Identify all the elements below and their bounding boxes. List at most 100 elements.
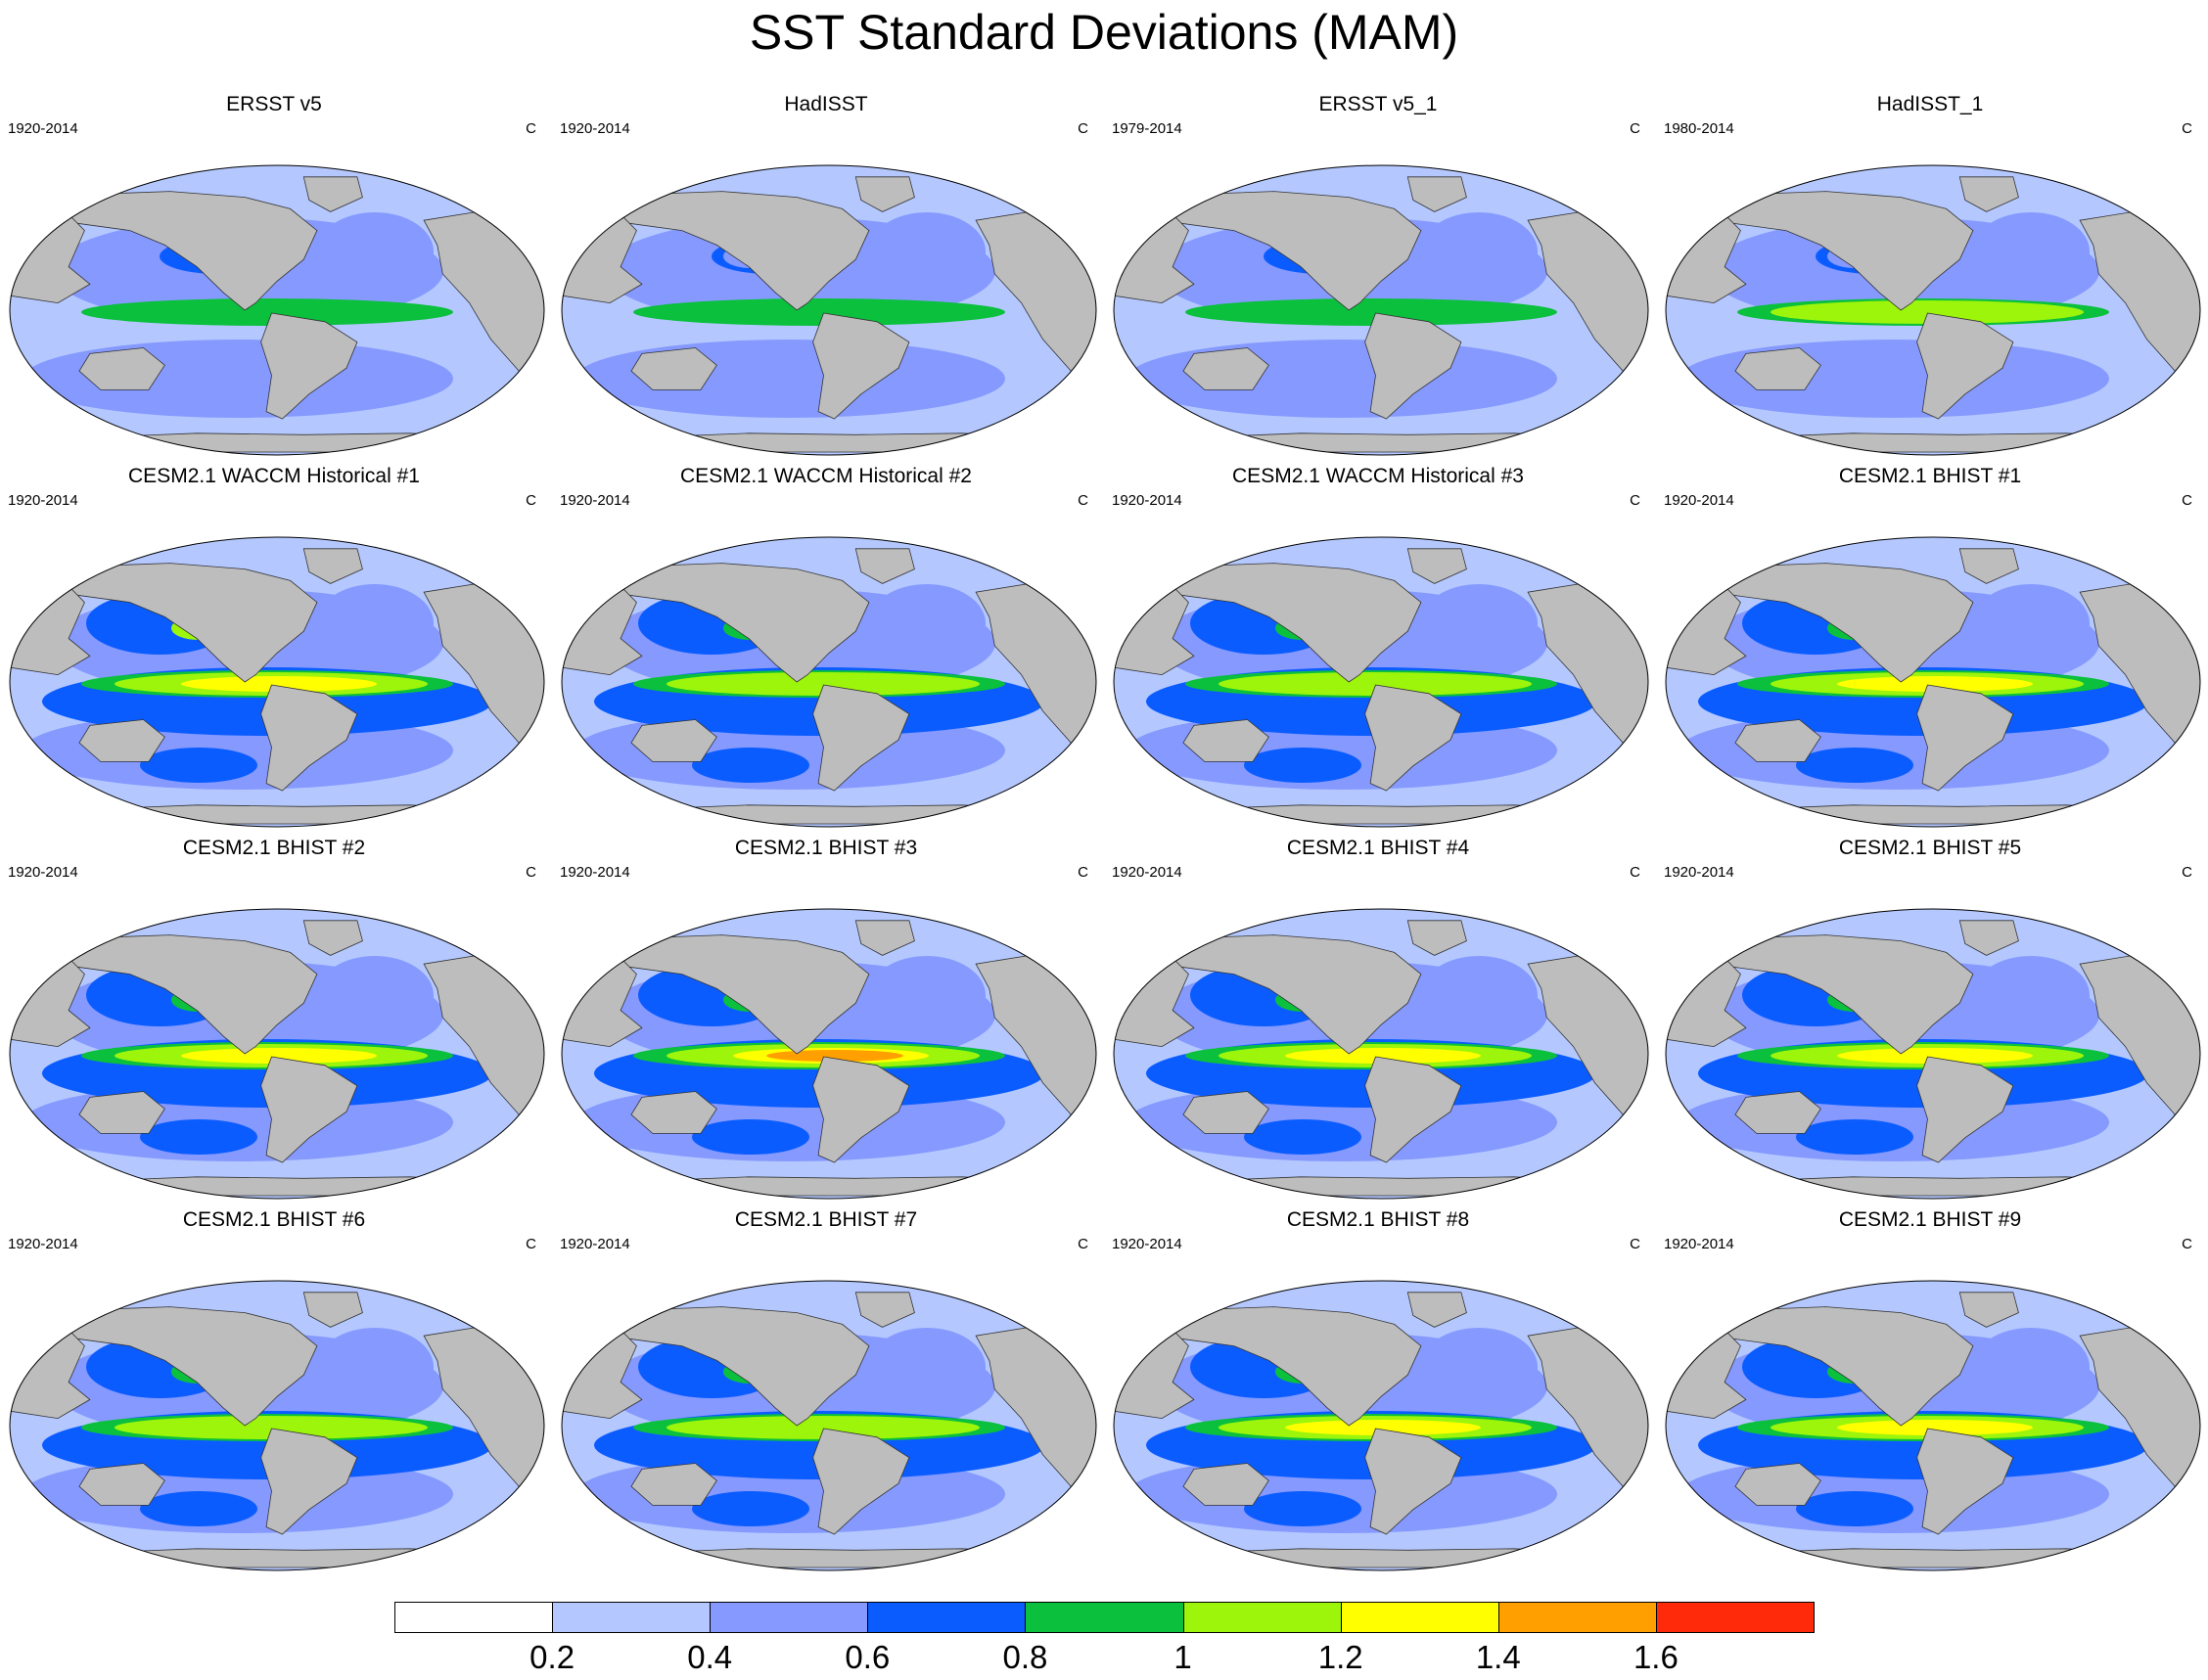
panel-title: HadISST	[784, 93, 868, 115]
robinson-map	[9, 536, 545, 828]
land-mass	[578, 934, 870, 1055]
robinson-map	[9, 908, 545, 1200]
land-mass	[641, 1176, 1030, 1197]
robinson-map	[1665, 1280, 2201, 1571]
panel-title: CESM2.1 BHIST #3	[734, 837, 918, 859]
north-atlantic-band	[868, 212, 986, 291]
north-atlantic-band	[316, 212, 434, 291]
map-panel: CESM2.1 WACCM Historical #3 1920-2014 C	[1104, 465, 1652, 837]
land-mass	[630, 1463, 717, 1506]
colorbar-label: 1	[1173, 1639, 1192, 1675]
panel-units: C	[2182, 864, 2192, 881]
colorbar-label: 0.2	[529, 1639, 575, 1675]
map-border	[1665, 536, 2201, 828]
land-mass	[89, 1176, 478, 1197]
map-border	[9, 536, 545, 828]
land-mass	[1182, 347, 1269, 390]
land-mass	[641, 1548, 1030, 1568]
panel-years: 1920-2014	[1664, 1236, 1734, 1252]
panel-title: HadISST_1	[1876, 93, 1984, 115]
panel-title: CESM2.1 WACCM Historical #1	[128, 465, 420, 487]
south-pacific-patch	[1796, 1491, 1913, 1526]
north-atlantic-band	[316, 956, 434, 1034]
panel-units: C	[526, 1236, 536, 1252]
south-pacific-patch	[140, 748, 257, 783]
north-atlantic-band	[1972, 956, 2090, 1034]
land-mass	[89, 804, 478, 825]
north-atlantic-band	[316, 1328, 434, 1406]
robinson-map	[1665, 536, 2201, 828]
panel-years: 1920-2014	[8, 864, 78, 881]
panel-title: CESM2.1 BHIST #6	[182, 1208, 366, 1231]
panel-units: C	[1630, 1236, 1640, 1252]
equatorial-tongue	[81, 298, 453, 326]
colorbar-label: 1.2	[1317, 1639, 1363, 1675]
panel-years: 1920-2014	[560, 864, 630, 881]
north-atlantic-band	[1420, 212, 1538, 291]
equatorial-tongue	[181, 1048, 377, 1064]
southern-band	[1127, 340, 1557, 418]
land-mass	[89, 1548, 478, 1568]
panel-units: C	[1078, 1236, 1088, 1252]
land-mass	[302, 176, 363, 212]
panel-title: CESM2.1 BHIST #8	[1286, 1208, 1470, 1231]
map-panel: ERSST v5 1920-2014 C	[0, 93, 548, 465]
land-mass	[1745, 804, 2134, 825]
land-mass	[1916, 312, 2014, 420]
south-pacific-patch	[1244, 748, 1361, 783]
land-mass	[1958, 176, 2019, 212]
map-border	[561, 908, 1097, 1200]
colorbar-label: 0.6	[845, 1639, 891, 1675]
map-panel: CESM2.1 WACCM Historical #2 1920-2014 C	[552, 465, 1100, 837]
land-mass	[1130, 934, 1422, 1055]
land-mass	[854, 920, 915, 956]
map-panel: CESM2.1 BHIST #5 1920-2014 C	[1656, 837, 2204, 1208]
land-mass	[1682, 191, 1974, 311]
colorbar-swatch	[867, 1602, 1027, 1633]
land-mass	[1734, 1463, 1821, 1506]
north-atlantic-band	[1420, 1328, 1538, 1406]
land-mass	[578, 563, 870, 683]
map-panel: CESM2.1 BHIST #6 1920-2014 C	[0, 1208, 548, 1580]
south-pacific-patch	[692, 748, 809, 783]
panel-title: CESM2.1 BHIST #7	[734, 1208, 918, 1231]
map-panel: CESM2.1 BHIST #4 1920-2014 C	[1104, 837, 1652, 1208]
north-atlantic-band	[316, 584, 434, 662]
panel-units: C	[526, 492, 536, 509]
land-mass	[854, 176, 915, 212]
land-mass	[812, 684, 910, 792]
land-mass	[78, 347, 165, 390]
robinson-map	[1113, 1280, 1649, 1571]
land-mass	[1745, 432, 2134, 453]
south-pacific-patch	[1796, 748, 1913, 783]
land-mass	[1682, 1306, 1974, 1427]
robinson-map	[561, 536, 1097, 828]
land-mass	[1958, 548, 2019, 584]
robinson-map	[1665, 164, 2201, 456]
land-mass	[1182, 719, 1269, 762]
robinson-map	[1113, 164, 1649, 456]
panel-years: 1920-2014	[1664, 864, 1734, 881]
north-atlantic-band	[868, 956, 986, 1034]
land-mass	[302, 920, 363, 956]
land-mass	[1364, 684, 1462, 792]
panel-units: C	[1078, 120, 1088, 137]
north-atlantic-band	[868, 584, 986, 662]
land-mass	[1682, 934, 1974, 1055]
equatorial-tongue	[700, 674, 954, 694]
map-panel: ERSST v5_1 1979-2014 C	[1104, 93, 1652, 465]
land-mass	[302, 1292, 363, 1328]
equatorial-tongue	[766, 1050, 903, 1062]
land-mass	[1193, 432, 1582, 453]
southern-band	[23, 340, 453, 418]
robinson-map	[1665, 908, 2201, 1200]
land-mass	[641, 804, 1030, 825]
land-mass	[1364, 312, 1462, 420]
map-border	[9, 164, 545, 456]
land-mass	[1130, 191, 1422, 311]
land-mass	[854, 548, 915, 584]
land-mass	[812, 1428, 910, 1535]
panel-years: 1920-2014	[560, 1236, 630, 1252]
south-pacific-patch	[1796, 1119, 1913, 1155]
north-atlantic-band	[1420, 584, 1538, 662]
